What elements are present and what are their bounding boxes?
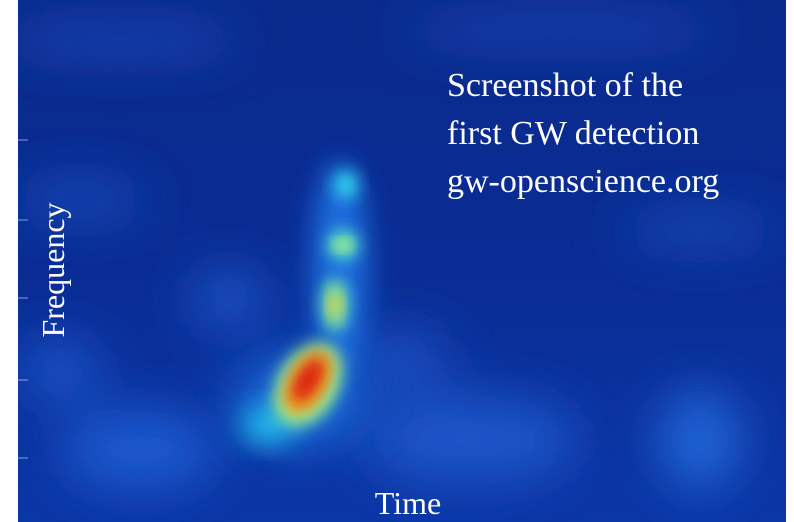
chirp-blob (334, 171, 358, 199)
background-texture (18, 18, 780, 490)
texture (350, 330, 450, 390)
texture (18, 180, 150, 220)
texture (190, 270, 270, 330)
texture (400, 18, 720, 42)
chirp (235, 160, 368, 445)
chirp-core (329, 291, 341, 319)
annotation-line: Screenshot of the (447, 67, 683, 104)
chirp-core (336, 240, 350, 250)
texture (660, 390, 740, 490)
chirp-core (291, 356, 325, 404)
texture (20, 340, 100, 400)
left-ticks (18, 139, 28, 459)
texture (620, 212, 780, 248)
texture (60, 410, 220, 490)
texture (360, 395, 580, 485)
x-axis-label: Time (375, 485, 441, 521)
annotation-line: gw-openscience.org (447, 163, 719, 200)
y-axis-label: Frequency (35, 202, 71, 337)
chirp-halo (312, 160, 368, 380)
texture (18, 26, 240, 54)
annotation-line: first GW detection (447, 115, 699, 152)
